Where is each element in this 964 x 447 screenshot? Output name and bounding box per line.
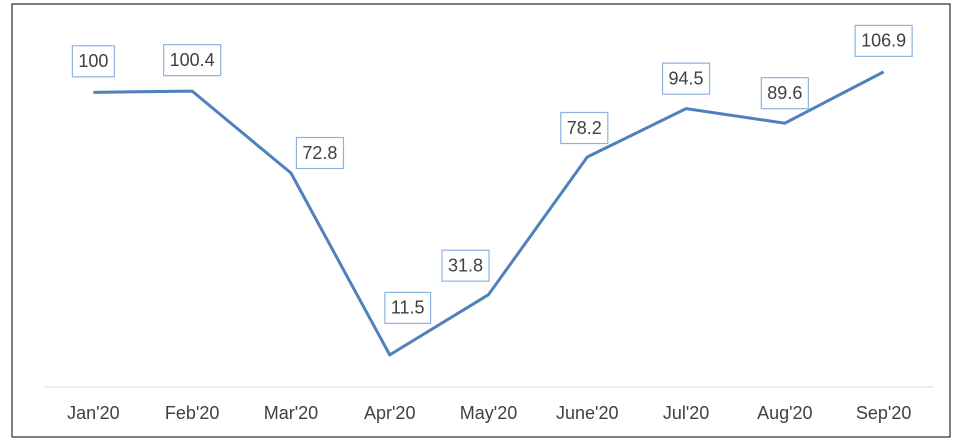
data-label: 11.5 (391, 298, 425, 318)
data-label: 100 (78, 51, 108, 71)
x-tick-label: Jul'20 (663, 403, 709, 423)
data-label: 78.2 (567, 118, 602, 138)
data-label: 100.4 (170, 50, 215, 70)
data-label-box (560, 111, 609, 145)
data-label: 31.8 (448, 255, 483, 275)
data-line (93, 70, 885, 357)
x-tick-label: June'20 (556, 403, 619, 423)
x-tick-label: Apr'20 (364, 403, 415, 423)
x-tick-label: Mar'20 (264, 403, 318, 423)
data-label: 94.5 (669, 68, 704, 88)
data-label-box (661, 62, 711, 95)
data-label-box (760, 77, 809, 110)
data-label-box (441, 249, 490, 282)
x-tick-label: Feb'20 (165, 403, 219, 423)
data-label: 89.6 (767, 83, 802, 103)
x-tick-label: May'20 (460, 403, 517, 423)
data-label-box (71, 45, 116, 78)
data-label-box (295, 136, 345, 170)
data-label: 72.8 (302, 143, 337, 163)
x-tick-label: Sep'20 (856, 403, 912, 423)
data-label-box (854, 24, 913, 57)
data-label-box (163, 44, 222, 77)
x-tick-label: Aug'20 (757, 403, 813, 423)
chart-border (11, 3, 951, 438)
data-label-box (384, 291, 432, 324)
data-label: 106.9 (861, 31, 906, 51)
x-tick-label: Jan'20 (67, 403, 119, 423)
